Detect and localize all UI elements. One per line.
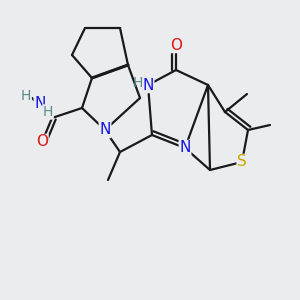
Text: S: S [237,154,247,169]
Text: O: O [170,38,182,52]
Text: O: O [36,134,48,149]
Text: N: N [142,77,154,92]
Text: H: H [133,76,143,90]
Text: H: H [21,89,31,103]
Text: N: N [179,140,191,155]
Text: H: H [43,105,53,119]
Text: N: N [34,97,46,112]
Text: N: N [99,122,111,137]
